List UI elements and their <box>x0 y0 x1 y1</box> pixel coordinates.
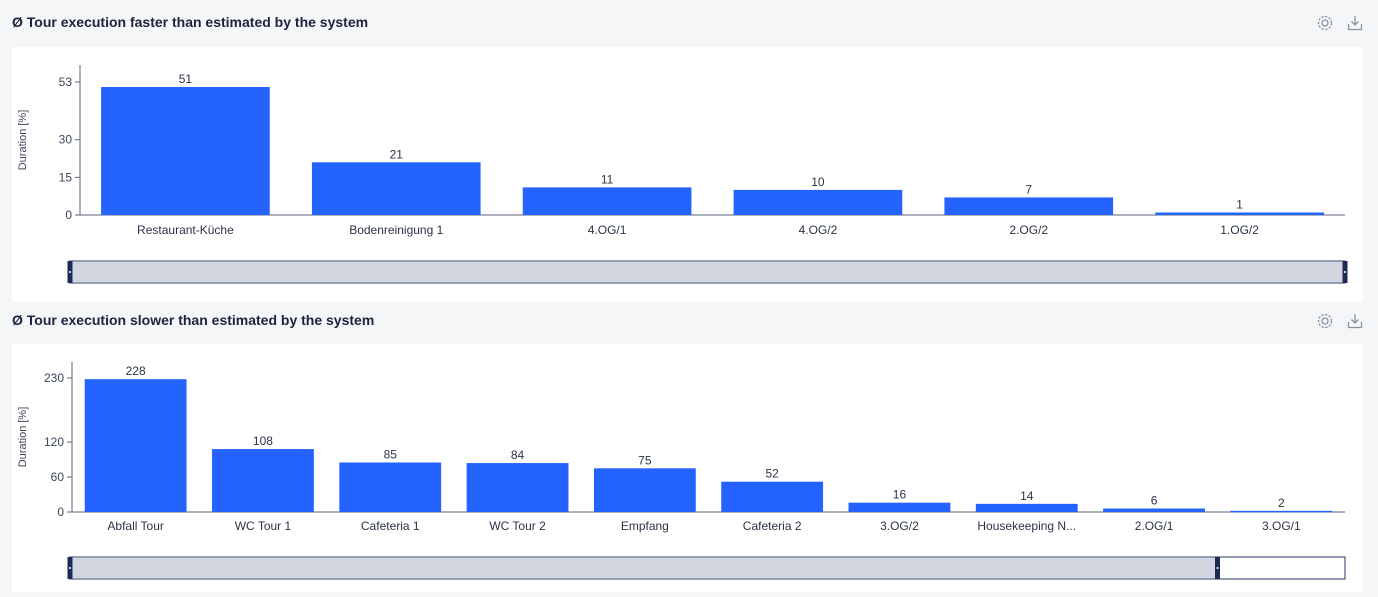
bar[interactable] <box>84 379 187 512</box>
chart-panel-faster: Ø Tour execution faster than estimated b… <box>0 14 1378 302</box>
category-label: Restaurant-Küche <box>137 223 234 237</box>
chart-card: 0 15 30 53 Duration [%] 51 Restaurant-Küche 21 B… <box>12 47 1363 302</box>
data-label: 52 <box>765 467 779 481</box>
chart-card: 0 60 120 230 Duration [%] 228 Abfall Tour 108 WC… <box>12 344 1363 592</box>
category-label: Abfall Tour <box>107 519 163 533</box>
y-tick-label: 120 <box>44 435 64 449</box>
category-label: 3.OG/2 <box>880 519 919 533</box>
category-label: WC Tour 2 <box>489 519 546 533</box>
data-label: 16 <box>893 488 907 502</box>
bar[interactable] <box>721 481 824 512</box>
y-tick-label: 0 <box>57 505 64 519</box>
data-label: 75 <box>638 453 652 467</box>
y-axis-label: Duration [%] <box>17 110 29 171</box>
slider-grip-icon <box>69 271 71 273</box>
y-tick-label: 60 <box>51 470 65 484</box>
slider-grip-icon <box>69 567 71 569</box>
bar[interactable] <box>975 503 1078 512</box>
bar-chart: 0 60 120 230 Duration [%] 228 Abfall Tour 108 WC… <box>17 362 1346 580</box>
category-label: 2.OG/2 <box>1009 223 1048 237</box>
y-tick-label: 0 <box>65 208 72 222</box>
gear-icon[interactable] <box>1316 14 1334 32</box>
bar[interactable] <box>1230 510 1333 513</box>
category-label: 1.OG/2 <box>1220 223 1259 237</box>
category-label: Housekeeping N... <box>977 519 1076 533</box>
bar[interactable] <box>311 162 481 215</box>
chart-panel-slower: Ø Tour execution slower than estimated b… <box>0 312 1378 592</box>
data-label: 84 <box>511 448 525 462</box>
bar[interactable] <box>733 189 903 215</box>
download-icon[interactable] <box>1346 312 1364 330</box>
bar[interactable] <box>212 449 314 512</box>
y-axis-label: Duration [%] <box>17 407 29 468</box>
category-label: Empfang <box>621 519 669 533</box>
category-label: 3.OG/1 <box>1262 519 1301 533</box>
data-label: 21 <box>390 147 404 161</box>
panel-title: Ø Tour execution faster than estimated b… <box>12 14 369 30</box>
bar[interactable] <box>522 187 692 215</box>
bar[interactable] <box>944 197 1114 215</box>
data-label: 7 <box>1025 182 1032 196</box>
y-tick-label: 15 <box>59 170 73 184</box>
category-label: 2.OG/1 <box>1135 519 1174 533</box>
bar[interactable] <box>339 462 442 512</box>
bar[interactable] <box>593 468 696 512</box>
download-icon[interactable] <box>1346 14 1364 32</box>
category-label: Cafeteria 2 <box>743 519 802 533</box>
data-label: 108 <box>253 434 273 448</box>
y-tick-label: 230 <box>44 371 64 385</box>
category-label: WC Tour 1 <box>235 519 292 533</box>
range-slider-selection[interactable] <box>70 558 1218 578</box>
category-label: 4.OG/1 <box>588 223 627 237</box>
data-label: 1 <box>1236 197 1243 211</box>
data-label: 2 <box>1278 496 1285 510</box>
data-label: 51 <box>179 72 193 86</box>
slider-grip-icon <box>1344 271 1346 273</box>
category-label: Bodenreinigung 1 <box>349 223 443 237</box>
data-label: 14 <box>1020 489 1034 503</box>
data-label: 10 <box>811 175 825 189</box>
data-label: 6 <box>1151 494 1158 508</box>
bar-chart: 0 15 30 53 Duration [%] 51 Restaurant-Küche 21 B… <box>17 65 1348 284</box>
data-label: 85 <box>384 447 398 461</box>
bar[interactable] <box>1103 508 1205 512</box>
y-tick-label: 30 <box>59 133 73 147</box>
category-label: 4.OG/2 <box>799 223 838 237</box>
y-tick-label: 53 <box>59 75 73 89</box>
bar[interactable] <box>1155 212 1324 215</box>
panel-toolbar <box>1316 14 1364 32</box>
range-slider-selection[interactable] <box>70 262 1345 282</box>
category-label: Cafeteria 1 <box>361 519 420 533</box>
panel-toolbar <box>1316 312 1364 330</box>
slider-grip-icon <box>1216 567 1219 569</box>
gear-icon[interactable] <box>1316 312 1334 330</box>
bar[interactable] <box>101 87 270 215</box>
data-label: 11 <box>601 172 614 186</box>
bar[interactable] <box>466 463 569 512</box>
bar[interactable] <box>848 502 951 512</box>
panel-title: Ø Tour execution slower than estimated b… <box>12 312 375 328</box>
data-label: 228 <box>126 364 146 378</box>
